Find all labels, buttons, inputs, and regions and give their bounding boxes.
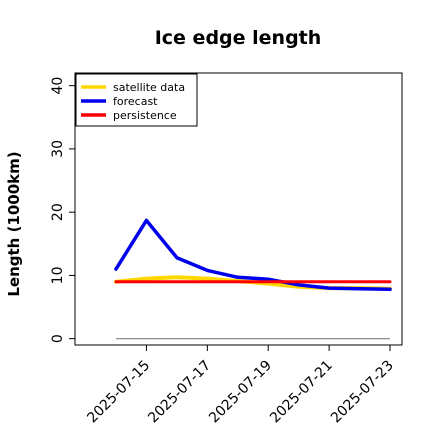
chart-title: Ice edge length bbox=[155, 27, 322, 49]
legend-label: satellite data bbox=[113, 81, 185, 94]
y-tick-label: 30 bbox=[50, 140, 66, 158]
x-tick-label: 2025-07-19 bbox=[206, 358, 275, 427]
y-tick-label: 10 bbox=[50, 267, 66, 285]
y-tick-label: 0 bbox=[50, 334, 66, 343]
x-tick-label: 2025-07-23 bbox=[328, 358, 397, 427]
x-tick-label: 2025-07-15 bbox=[84, 358, 153, 427]
series-line-forecast bbox=[114, 218, 392, 292]
legend-label: forecast bbox=[113, 95, 158, 108]
y-tick-label: 20 bbox=[50, 203, 66, 221]
y-tick-label: 40 bbox=[50, 77, 66, 95]
x-tick-label: 2025-07-21 bbox=[267, 358, 336, 427]
legend-label: persistence bbox=[113, 109, 177, 122]
y-axis-label: Length (1000km) bbox=[5, 151, 23, 296]
plot-frame bbox=[74, 72, 403, 346]
x-tick-label: 2025-07-17 bbox=[145, 358, 214, 427]
